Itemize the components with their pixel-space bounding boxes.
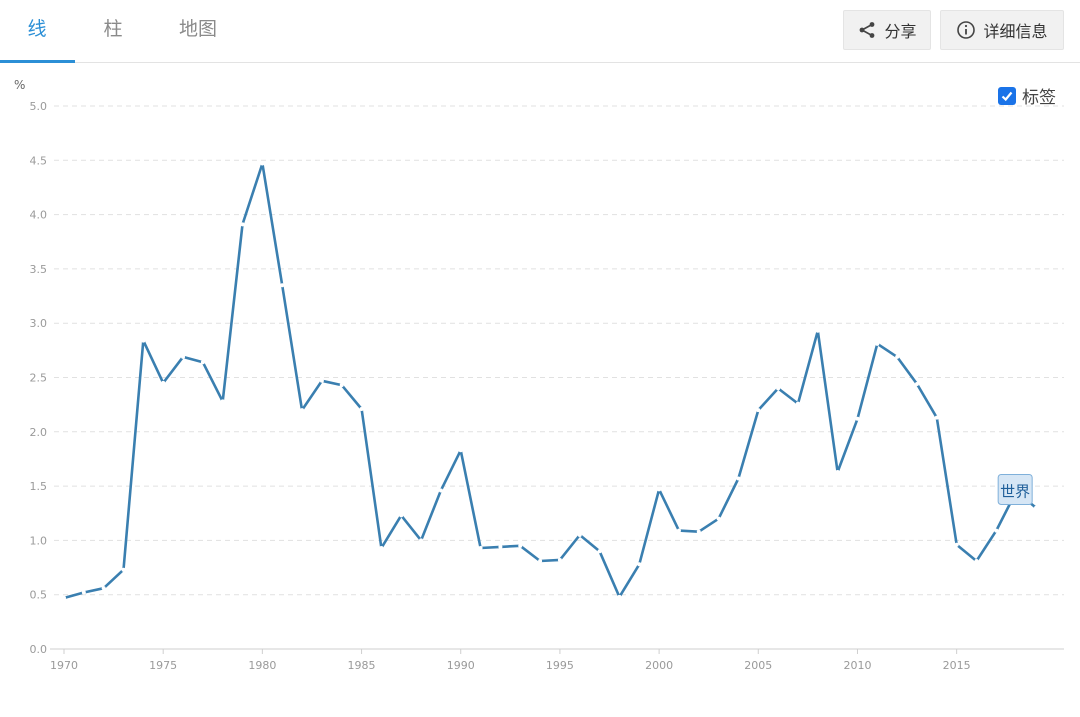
data-point (994, 528, 999, 533)
data-point (478, 546, 483, 551)
x-tick-label: 2015 (943, 659, 971, 672)
data-point (895, 354, 900, 359)
y-tick-label: 2.0 (30, 426, 48, 439)
y-tick-label: 3.5 (30, 263, 48, 276)
x-tick-label: 1995 (546, 659, 574, 672)
data-point (657, 487, 662, 492)
x-tick-label: 1970 (50, 659, 78, 672)
data-point (934, 415, 939, 420)
y-tick-label: 0.5 (30, 589, 48, 602)
data-point (1034, 505, 1038, 510)
share-icon (857, 20, 877, 40)
label-toggle-text: 标签 (1022, 88, 1056, 108)
data-point (141, 338, 146, 343)
x-tick-label: 1980 (248, 659, 276, 672)
series-labels: 世界 (997, 474, 1033, 506)
details-button[interactable]: 详细信息 (940, 10, 1064, 50)
x-tick-label: 2010 (843, 659, 871, 672)
data-point (795, 401, 800, 406)
series-world (62, 161, 1038, 600)
data-point (339, 383, 344, 388)
data-point (518, 543, 523, 548)
data-point (121, 567, 126, 572)
x-tick-label: 2000 (645, 659, 673, 672)
data-point (419, 538, 424, 543)
data-point (161, 380, 166, 385)
data-point (81, 590, 86, 595)
y-tick-label: 4.5 (30, 154, 48, 167)
data-point (458, 448, 463, 453)
y-tick-label: 2.5 (30, 372, 48, 385)
x-tick-label: 2005 (744, 659, 772, 672)
data-point (62, 595, 66, 600)
y-tick-label: 0.0 (30, 643, 48, 656)
data-point (101, 586, 106, 591)
y-tick-label: 1.0 (30, 534, 48, 547)
tab-bar: 线 柱 地图 分享 详细信息 (0, 0, 1080, 63)
series-name-text: 世界 (1000, 483, 1030, 501)
data-point (637, 562, 642, 567)
data-point (776, 386, 781, 391)
tab-map[interactable]: 地图 (178, 18, 217, 40)
x-tick-label: 1990 (447, 659, 475, 672)
series-line (62, 162, 1038, 600)
data-point (498, 544, 503, 549)
data-point (240, 222, 245, 227)
axes: % 0.0 0.5 1.0 1.5 2.0 2.5 3.0 3.5 4.0 4.5 5.0 1970 19… (14, 78, 1064, 672)
data-point (577, 532, 582, 537)
data-point (220, 399, 225, 404)
data-point (597, 549, 602, 554)
x-tick-label: 1985 (348, 659, 376, 672)
data-point (379, 546, 384, 551)
label-checkbox[interactable] (998, 86, 1016, 105)
data-point (260, 161, 265, 166)
data-point (736, 476, 741, 481)
data-point (756, 408, 761, 413)
series-name-tag: 世界 (997, 474, 1033, 506)
details-label: 详细信息 (983, 22, 1048, 41)
data-point (280, 283, 285, 288)
label-toggle[interactable]: 标签 (998, 83, 1056, 108)
share-label: 分享 (884, 22, 917, 41)
data-point (835, 469, 840, 474)
data-point (200, 360, 205, 365)
active-tab-indicator (0, 60, 75, 63)
data-point (974, 559, 979, 564)
series-name-tag-bg (997, 474, 1033, 506)
data-point (181, 354, 186, 359)
y-tick-label: 4.0 (30, 209, 48, 222)
data-point (319, 378, 324, 383)
data-point (914, 382, 919, 387)
data-point (716, 516, 721, 521)
y-tick-label: 1.5 (30, 480, 48, 493)
y-unit-label: % (14, 78, 25, 92)
data-point (538, 559, 543, 564)
data-point (438, 488, 443, 493)
data-point (875, 341, 880, 346)
data-point (855, 416, 860, 421)
y-tick-label: 5.0 (30, 100, 48, 113)
data-point (696, 529, 701, 534)
share-button[interactable]: 分享 (843, 10, 931, 50)
data-point (617, 594, 622, 599)
data-point (954, 542, 959, 547)
data-point (399, 513, 404, 518)
tab-bar-chart[interactable]: 柱 (103, 18, 123, 40)
info-icon (956, 20, 976, 40)
grid-lines (54, 105, 1064, 596)
data-point (676, 528, 681, 533)
data-point (557, 557, 562, 562)
y-tick-label: 3.0 (30, 317, 48, 330)
tab-line[interactable]: 线 (27, 18, 47, 40)
data-point (300, 408, 305, 413)
data-point (815, 328, 820, 333)
data-point (359, 406, 364, 411)
x-tick-label: 1975 (149, 659, 177, 672)
